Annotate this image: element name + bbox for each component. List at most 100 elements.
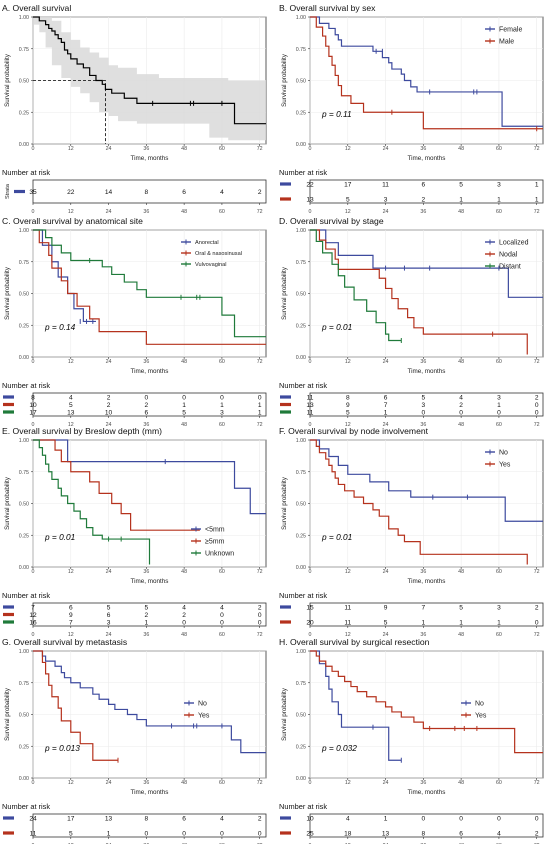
risk-count: 3: [384, 196, 388, 203]
x-tick-label: 12: [68, 780, 74, 786]
risk-count: 0: [497, 815, 501, 822]
x-tick-label: 12: [345, 569, 351, 575]
risk-count: 2: [145, 612, 149, 619]
y-tick-label: 0.25: [19, 323, 29, 329]
y-tick-label: 0.00: [296, 565, 306, 571]
risk-x-tick-label: 72: [534, 422, 540, 428]
risk-count: 1: [459, 619, 463, 626]
x-tick-label: 48: [181, 359, 187, 365]
risk-count: 25: [306, 830, 314, 837]
risk-count: 0: [145, 394, 149, 401]
risk-count: 8: [346, 394, 350, 401]
survival-curve-overall: [33, 16, 266, 125]
risk-count: 1: [145, 619, 149, 626]
x-axis-label: Time, months: [408, 578, 446, 585]
y-tick-label: 0.25: [296, 533, 306, 539]
x-tick-label: 60: [496, 359, 502, 365]
risk-x-tick-label: 0: [309, 209, 312, 215]
confidence-band: [33, 17, 266, 141]
risk-x-tick-label: 12: [68, 632, 74, 638]
legend-label: No: [198, 700, 207, 707]
median-guide-line: [33, 80, 106, 144]
x-tick-label: 72: [257, 359, 263, 365]
legend-label: No: [499, 449, 508, 456]
risk-x-tick-label: 0: [309, 422, 312, 428]
y-tick-label: 0.25: [19, 110, 29, 116]
x-axis-label: Time, months: [131, 368, 169, 375]
risk-count: 3: [107, 619, 111, 626]
risk-count: 11: [307, 409, 314, 416]
risk-x-tick-label: 36: [143, 209, 149, 215]
risk-count: 2: [258, 189, 262, 196]
y-tick-label: 0.25: [19, 533, 29, 539]
legend-label: Yes: [475, 712, 487, 719]
legend-label: Distant: [499, 263, 521, 270]
risk-count: 6: [182, 815, 186, 822]
risk-count: 1: [258, 402, 262, 409]
y-axis-label: Survival probability: [4, 53, 11, 107]
risk-x-tick-label: 72: [257, 422, 263, 428]
y-tick-label: 0.50: [19, 292, 29, 298]
risk-count: 0: [220, 619, 224, 626]
panel-B: B. Overall survival by sex 0.00 0.25 0.50 0.…: [279, 3, 544, 215]
risk-x-tick-label: 12: [345, 632, 351, 638]
x-tick-label: 0: [32, 146, 35, 152]
y-tick-label: 1.00: [19, 15, 29, 21]
x-tick-label: 24: [106, 146, 112, 152]
survival-curve-female: [310, 16, 543, 127]
risk-count: 1: [220, 402, 224, 409]
y-axis-label: Survival probability: [281, 687, 288, 741]
panel-title: G. Overall survival by metastasis: [2, 637, 127, 647]
y-tick-label: 1.00: [19, 438, 29, 444]
risk-count: 7: [422, 604, 426, 611]
p-value: p = 0.032: [321, 743, 357, 753]
y-tick-label: 0.00: [19, 355, 29, 361]
risk-count: 2: [535, 604, 539, 611]
risk-x-tick-label: 60: [219, 209, 225, 215]
x-tick-label: 24: [383, 569, 389, 575]
risk-x-tick-label: 36: [143, 422, 149, 428]
risk-count: 2: [145, 402, 149, 409]
risk-count: 1: [182, 402, 186, 409]
risk-count: 11: [307, 394, 314, 401]
risk-row-swatch: [280, 605, 291, 609]
risk-count: 5: [459, 181, 463, 188]
risk-count: 11: [344, 604, 351, 611]
legend-label: Anorectal: [195, 240, 219, 246]
survival-curve-distant: [310, 229, 402, 342]
risk-count: 5: [69, 830, 73, 837]
risk-count: 10: [306, 815, 314, 822]
x-tick-label: 24: [106, 569, 112, 575]
risk-x-tick-label: 36: [420, 632, 426, 638]
p-value: p = 0.14: [44, 322, 76, 332]
risk-count: 0: [459, 815, 463, 822]
risk-count: 11: [344, 619, 351, 626]
risk-x-tick-label: 12: [68, 209, 74, 215]
risk-count: 6: [422, 181, 426, 188]
risk-count: 0: [220, 612, 224, 619]
x-tick-label: 48: [181, 569, 187, 575]
panel-A: A. Overall survival 0.00 0.25 0.50 0.75 1.00 0…: [2, 3, 267, 215]
risk-row-swatch: [3, 395, 14, 399]
risk-count: 4: [220, 815, 224, 822]
x-tick-label: 36: [143, 780, 149, 786]
risk-count: 14: [105, 189, 113, 196]
risk-count: 2: [258, 604, 262, 611]
risk-count: 10: [29, 402, 37, 409]
risk-count: 4: [459, 394, 463, 401]
risk-x-tick-label: 72: [534, 209, 540, 215]
risk-count: 5: [145, 604, 149, 611]
risk-x-tick-label: 24: [106, 209, 112, 215]
p-value: p = 0.01: [321, 322, 352, 332]
x-tick-label: 72: [257, 569, 263, 575]
risk-table-title: Number at risk: [2, 381, 50, 390]
x-tick-label: 36: [143, 359, 149, 365]
risk-x-tick-label: 60: [496, 422, 502, 428]
x-tick-label: 48: [181, 146, 187, 152]
risk-count: 0: [459, 409, 463, 416]
risk-count: 0: [258, 612, 262, 619]
risk-row-swatch: [280, 816, 291, 820]
risk-table-area: [32, 392, 267, 417]
risk-table-title: Number at risk: [279, 802, 327, 811]
